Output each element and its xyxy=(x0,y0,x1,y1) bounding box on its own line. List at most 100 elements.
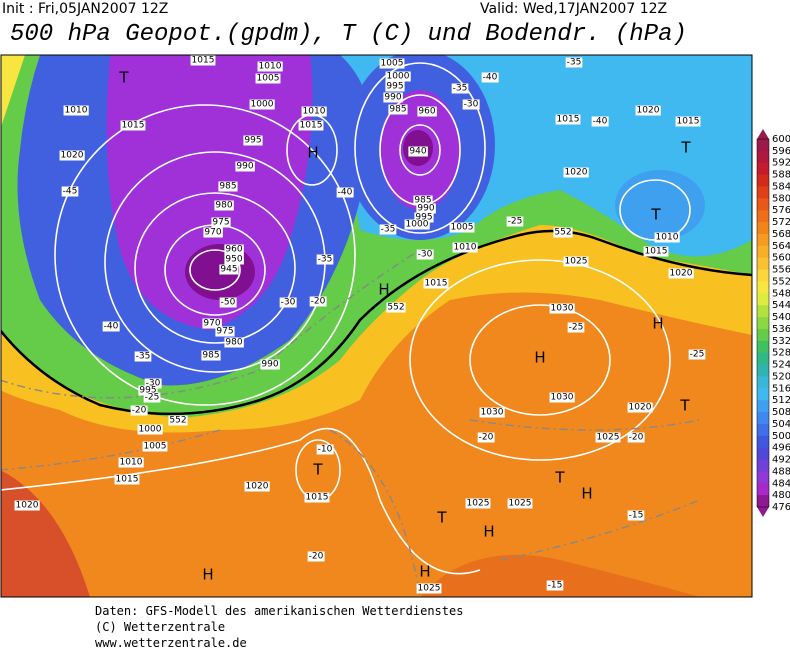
pressure-center: H xyxy=(483,523,494,541)
colorbar-cell xyxy=(757,459,769,472)
contour-label: 1015 xyxy=(425,279,448,289)
colorbar-cell xyxy=(757,186,769,199)
contour-label: 1025 xyxy=(467,499,490,509)
contour-label: 1020 xyxy=(629,403,652,413)
label-box xyxy=(215,326,235,337)
label-box xyxy=(595,432,621,443)
contour-label: 1020 xyxy=(565,168,588,178)
label-box xyxy=(465,498,491,509)
contour-label: 960 xyxy=(225,245,242,255)
label-box xyxy=(224,337,244,348)
colorbar-cell xyxy=(757,305,769,318)
label-box xyxy=(309,296,327,307)
contour-label: 1015 xyxy=(192,56,215,66)
label-box xyxy=(336,187,354,198)
colorbar-label: 528 xyxy=(772,348,790,359)
label-box xyxy=(224,254,244,265)
valid-time: Valid: Wed,17JAN2007 12Z xyxy=(480,1,667,17)
colorbar-cell xyxy=(757,400,769,413)
contour-label: 1015 xyxy=(300,121,323,131)
label-box xyxy=(142,441,168,452)
pressure-center: H xyxy=(652,315,663,333)
contour-label: 1000 xyxy=(406,220,429,230)
colorbar-label: 548 xyxy=(772,288,790,299)
label-box xyxy=(479,407,505,418)
colorbar-label: 496 xyxy=(772,443,790,454)
contour-label: 552 xyxy=(554,228,571,238)
colorbar-cell xyxy=(757,257,769,271)
colorbar-label: 500 xyxy=(772,431,790,442)
contour-label: 980 xyxy=(215,201,232,211)
label-box xyxy=(379,224,397,235)
map-field xyxy=(1,55,752,597)
colorbar-label: 508 xyxy=(772,407,790,418)
contour-label: -35 xyxy=(318,255,333,265)
contour-label: 1000 xyxy=(387,72,410,82)
contour-label: 1005 xyxy=(144,442,167,452)
colorbar-label: 492 xyxy=(772,455,790,466)
label-box xyxy=(279,297,297,308)
contour-label: -25 xyxy=(508,217,523,227)
contour-label: 950 xyxy=(225,255,242,265)
label-box xyxy=(506,216,524,227)
contour-label: 945 xyxy=(220,265,237,275)
map-frame xyxy=(0,54,753,598)
label-box xyxy=(63,105,89,116)
colorbar-label: 600 xyxy=(772,134,790,145)
contour-label: 1020 xyxy=(670,269,693,279)
colorbar-label: 520 xyxy=(772,371,790,382)
colorbar-cell xyxy=(757,162,769,176)
contour-label: 1030 xyxy=(551,393,574,403)
pressure-center: T xyxy=(679,397,690,415)
colorbar-cell xyxy=(757,293,769,306)
contour-label: 1015 xyxy=(677,117,700,127)
colorbar-label: 596 xyxy=(772,146,790,157)
colorbar-cell xyxy=(757,412,769,425)
contour-label: 1025 xyxy=(597,433,620,443)
contour-label: 1025 xyxy=(418,584,441,594)
contour-label: 940 xyxy=(409,147,426,157)
label-box xyxy=(416,203,436,214)
colorbar-cell xyxy=(757,471,769,484)
label-box xyxy=(688,349,706,360)
contour-label: -30 xyxy=(464,100,479,110)
label-box xyxy=(404,219,430,230)
contour-label: 980 xyxy=(225,338,242,348)
contour-label: 995 xyxy=(415,213,432,223)
contour-label: 1025 xyxy=(565,257,588,267)
label-box xyxy=(549,392,575,403)
label-box xyxy=(301,106,327,117)
contour-label: -40 xyxy=(104,322,119,332)
pressure-center: T xyxy=(312,461,323,479)
colorbar-label: 564 xyxy=(772,241,790,252)
init-time: Init : Fri,05JAN2007 12Z xyxy=(2,1,168,17)
contour-label: 970 xyxy=(203,319,220,329)
label-box xyxy=(507,498,533,509)
colorbar-label: 540 xyxy=(772,312,790,323)
contour-label: 552 xyxy=(169,416,186,426)
label-box xyxy=(235,161,255,172)
colorbar-label: 556 xyxy=(772,265,790,276)
colorbar-cell xyxy=(757,317,769,330)
label-box xyxy=(643,246,669,257)
contour-label: -40 xyxy=(593,117,608,127)
label-box xyxy=(627,402,653,413)
label-box xyxy=(549,303,575,314)
colorbar-label: 532 xyxy=(772,336,790,347)
label-box xyxy=(379,58,405,69)
label-box xyxy=(203,227,223,238)
label-box xyxy=(567,322,585,333)
label-box xyxy=(563,167,589,178)
colorbar-cell xyxy=(757,150,769,164)
colorbar-cell xyxy=(757,210,769,223)
colorbar-cell xyxy=(757,495,769,508)
contour-label: 985 xyxy=(389,105,406,115)
colorbar-cell xyxy=(757,376,769,389)
colorbar-label: 484 xyxy=(772,478,790,489)
colorbar-cell xyxy=(757,435,769,449)
label-box xyxy=(414,212,434,223)
contour-label: 1015 xyxy=(557,115,580,125)
contour-label: 1010 xyxy=(65,106,88,116)
colorbar-label: 488 xyxy=(772,466,790,477)
footer-line: Daten: GFS-Modell des amerikanischen Wet… xyxy=(95,604,463,618)
